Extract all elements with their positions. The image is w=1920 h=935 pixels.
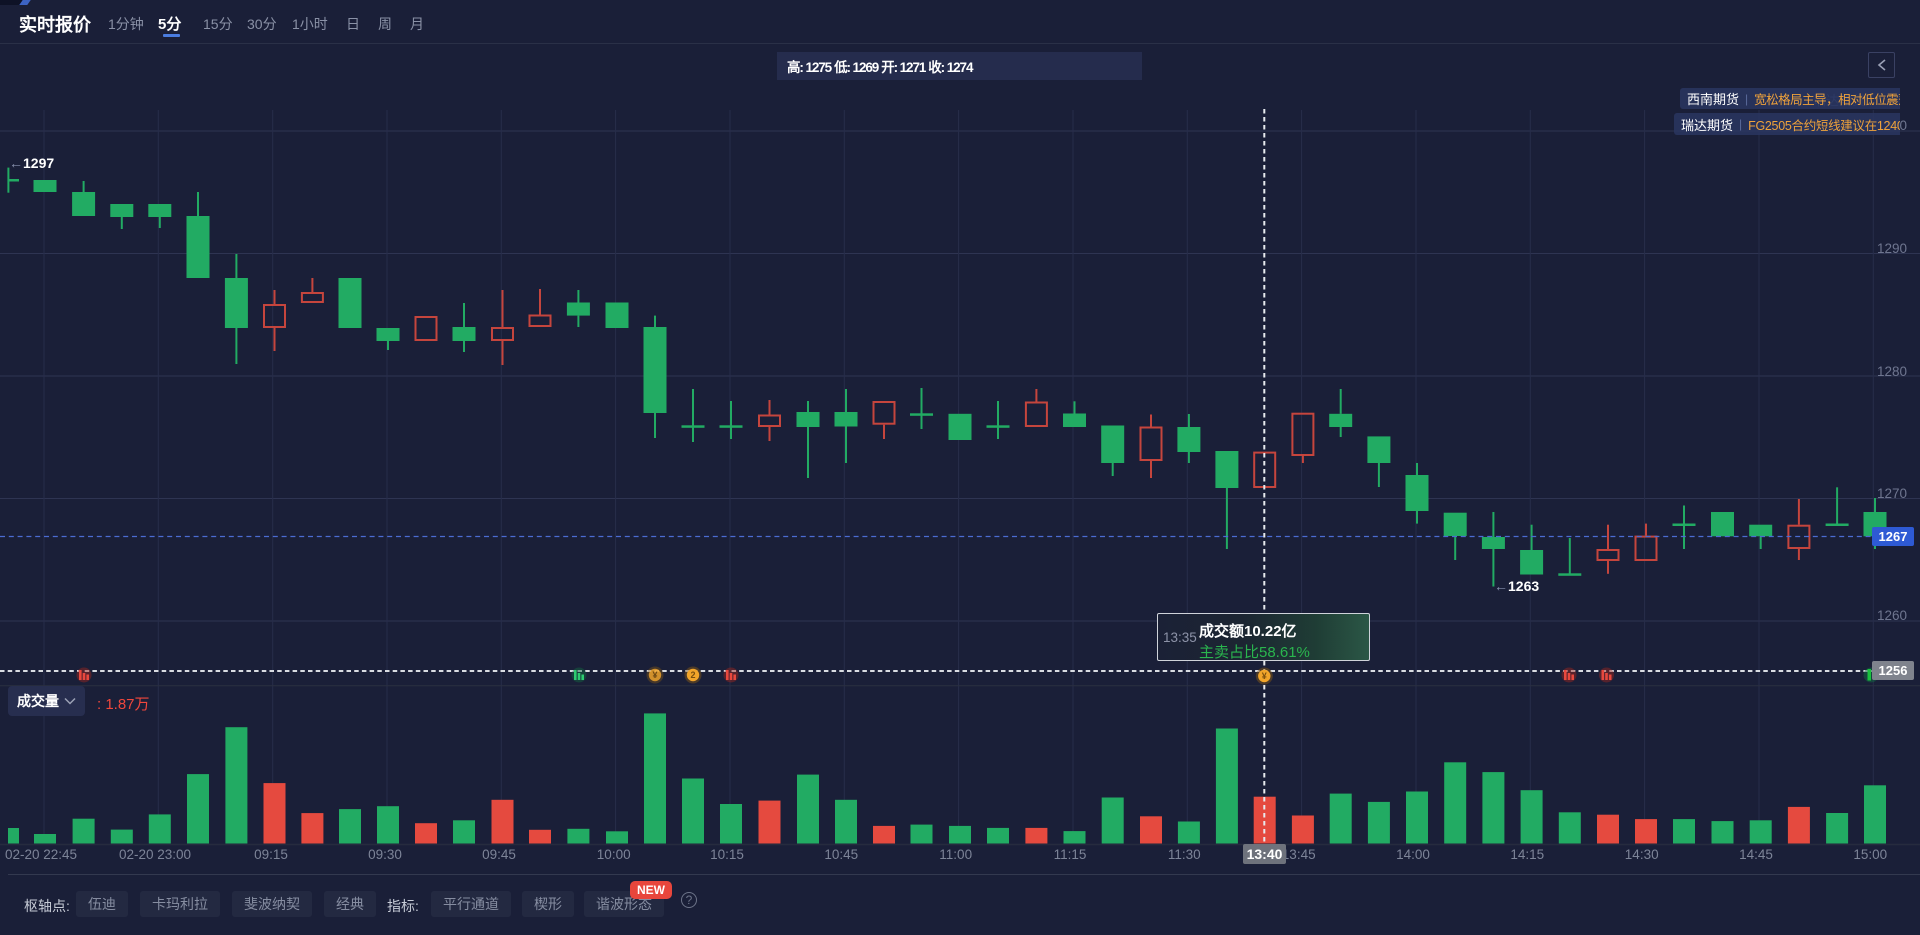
svg-text:1270: 1270 (1877, 486, 1907, 501)
svg-text:10:15: 10:15 (710, 847, 744, 862)
svg-text:1280: 1280 (1877, 364, 1907, 379)
svg-text:10:45: 10:45 (824, 847, 858, 862)
svg-text:1260: 1260 (1877, 608, 1907, 623)
svg-text:02-20 23:00: 02-20 23:00 (119, 847, 191, 862)
svg-text:11:15: 11:15 (1054, 847, 1087, 862)
svg-text:09:15: 09:15 (254, 847, 288, 862)
svg-text:14:00: 14:00 (1396, 847, 1430, 862)
svg-text:2: 2 (690, 670, 695, 680)
svg-text:14:45: 14:45 (1739, 847, 1773, 862)
svg-text:15:00: 15:00 (1853, 847, 1887, 862)
svg-text:¥: ¥ (652, 670, 657, 680)
svg-text:09:45: 09:45 (482, 847, 516, 862)
svg-text:02-20 22:45: 02-20 22:45 (5, 847, 77, 862)
svg-text:10:00: 10:00 (597, 847, 631, 862)
svg-text:13:45: 13:45 (1282, 847, 1316, 862)
svg-text:1290: 1290 (1877, 241, 1907, 256)
svg-text:11:00: 11:00 (939, 847, 972, 862)
svg-text:09:30: 09:30 (368, 847, 402, 862)
svg-text:14:15: 14:15 (1510, 847, 1544, 862)
svg-text:14:30: 14:30 (1625, 847, 1659, 862)
svg-text:11:30: 11:30 (1168, 847, 1201, 862)
svg-text:¥: ¥ (1262, 671, 1267, 681)
